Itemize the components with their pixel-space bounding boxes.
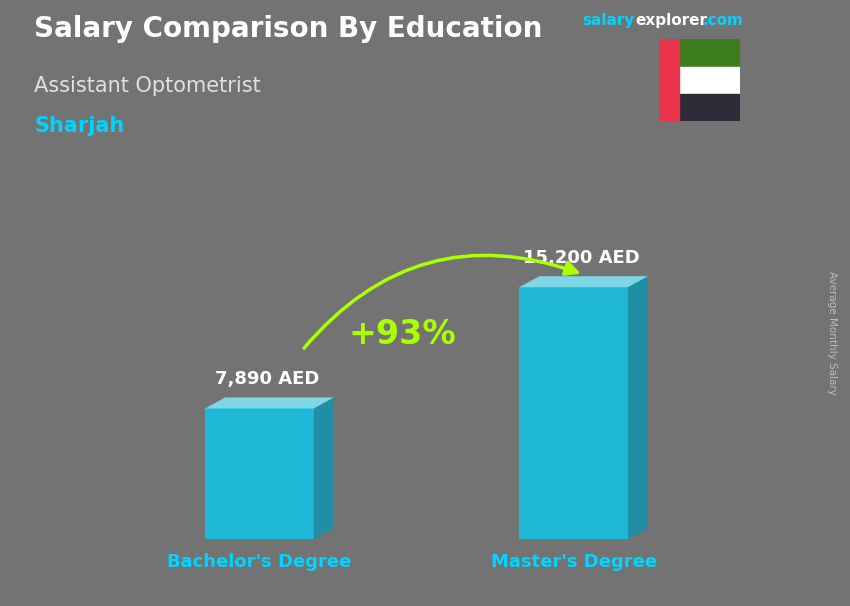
Text: Salary Comparison By Education: Salary Comparison By Education (34, 15, 542, 43)
Text: salary: salary (582, 13, 635, 28)
Polygon shape (314, 398, 334, 539)
Polygon shape (519, 287, 628, 539)
Bar (679, 94, 740, 121)
Text: .com: .com (703, 13, 744, 28)
Text: explorer: explorer (636, 13, 708, 28)
Polygon shape (628, 276, 648, 539)
Polygon shape (519, 276, 648, 287)
Text: 15,200 AED: 15,200 AED (524, 248, 640, 267)
Text: 7,890 AED: 7,890 AED (215, 370, 320, 388)
Polygon shape (205, 398, 334, 408)
FancyArrowPatch shape (304, 255, 577, 348)
Text: Average Monthly Salary: Average Monthly Salary (827, 271, 837, 395)
Bar (659, 39, 679, 121)
Bar (679, 39, 740, 67)
Text: Sharjah: Sharjah (34, 116, 124, 136)
Polygon shape (205, 408, 314, 539)
Text: +93%: +93% (348, 318, 456, 351)
Bar (679, 67, 740, 94)
Text: Assistant Optometrist: Assistant Optometrist (34, 76, 261, 96)
